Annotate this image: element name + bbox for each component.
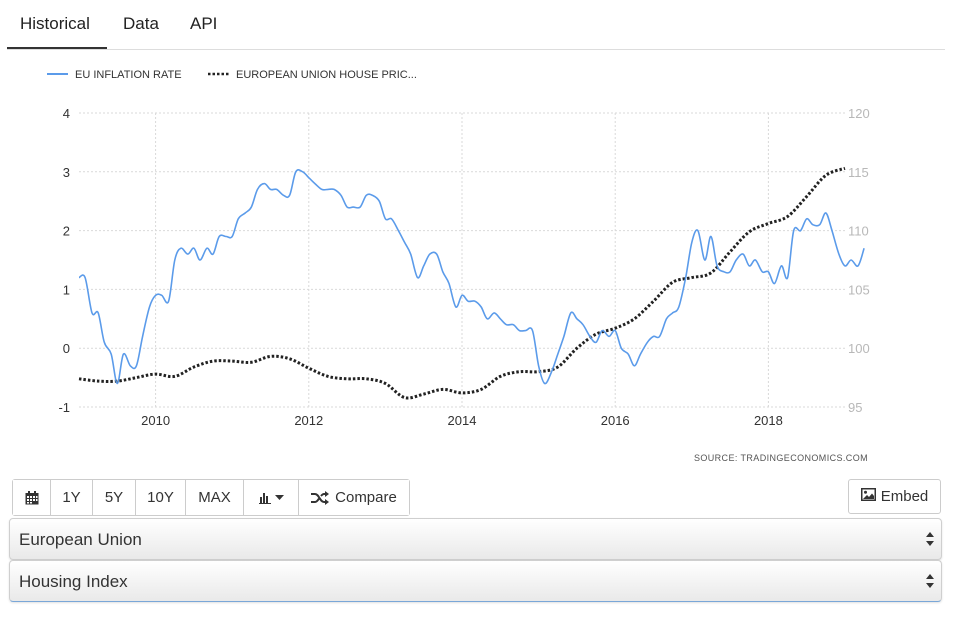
embed-button[interactable]: Embed <box>848 479 941 514</box>
y-right-tick-label: 100 <box>848 341 870 356</box>
region-select[interactable]: European Union <box>9 518 942 560</box>
tab-api[interactable]: API <box>190 14 218 33</box>
y-left-tick-label: 0 <box>63 341 70 356</box>
legend-label-house-price[interactable]: EUROPEAN UNION HOUSE PRIC... <box>236 69 417 81</box>
y-right-tick-label: 120 <box>848 106 870 121</box>
image-icon <box>860 488 876 505</box>
line-chart: EU INFLATION RATE EUROPEAN UNION HOUSE P… <box>47 69 870 463</box>
shuffle-icon <box>311 490 330 505</box>
y-left-tick-label: 3 <box>63 165 70 180</box>
range-5y-button[interactable]: 5Y <box>93 480 136 515</box>
house-price-line <box>78 166 846 400</box>
x-tick-label: 2014 <box>448 413 477 428</box>
bar-chart-icon <box>258 491 275 504</box>
y-left-tick-label: 2 <box>63 224 70 239</box>
calendar-icon <box>25 490 39 505</box>
x-tick-label: 2010 <box>141 413 170 428</box>
indicator-select-value: Housing Index <box>19 572 128 591</box>
caret-down-icon <box>274 494 284 501</box>
tab-bar: Historical Data API <box>7 0 945 50</box>
indicator-select[interactable]: Housing Index <box>9 560 942 602</box>
inflation-rate-line <box>78 169 865 385</box>
y-right-tick-label: 115 <box>848 165 869 180</box>
chart-type-button[interactable] <box>244 480 299 515</box>
embed-label: Embed <box>880 488 929 505</box>
range-1y-button[interactable]: 1Y <box>51 480 93 515</box>
select-arrows-icon <box>925 529 935 549</box>
calendar-button[interactable] <box>13 480 51 515</box>
x-tick-label: 2018 <box>754 413 783 428</box>
legend-label-inflation[interactable]: EU INFLATION RATE <box>75 69 182 81</box>
series-lines <box>78 166 865 400</box>
y-left-tick-label: 4 <box>63 106 70 121</box>
compare-button[interactable]: Compare <box>299 480 409 515</box>
source-label[interactable]: SOURCE: TRADINGECONOMICS.COM <box>694 453 868 463</box>
axis-ticks: 2010 2012 2014 2016 2018 -1 0 1 2 3 4 95 100 105 110 11… <box>58 106 869 428</box>
active-tab-indicator <box>7 47 107 49</box>
y-right-tick-label: 95 <box>848 400 862 415</box>
y-left-tick-label: -1 <box>58 400 70 415</box>
compare-label: Compare <box>335 489 397 506</box>
y-right-tick-label: 110 <box>848 224 869 239</box>
tab-data[interactable]: Data <box>123 14 159 33</box>
tab-historical[interactable]: Historical <box>20 14 90 33</box>
range-max-button[interactable]: MAX <box>186 480 244 515</box>
grid <box>79 112 845 408</box>
chart-toolbar: 1Y 5Y 10Y MAX Compare <box>12 479 410 516</box>
y-right-tick-label: 105 <box>848 282 870 297</box>
select-arrows-icon <box>925 571 935 591</box>
x-tick-label: 2016 <box>601 413 630 428</box>
legend: EU INFLATION RATE EUROPEAN UNION HOUSE P… <box>47 69 417 81</box>
x-tick-label: 2012 <box>294 413 323 428</box>
region-select-value: European Union <box>19 530 142 549</box>
range-10y-button[interactable]: 10Y <box>136 480 186 515</box>
y-left-tick-label: 1 <box>63 282 70 297</box>
